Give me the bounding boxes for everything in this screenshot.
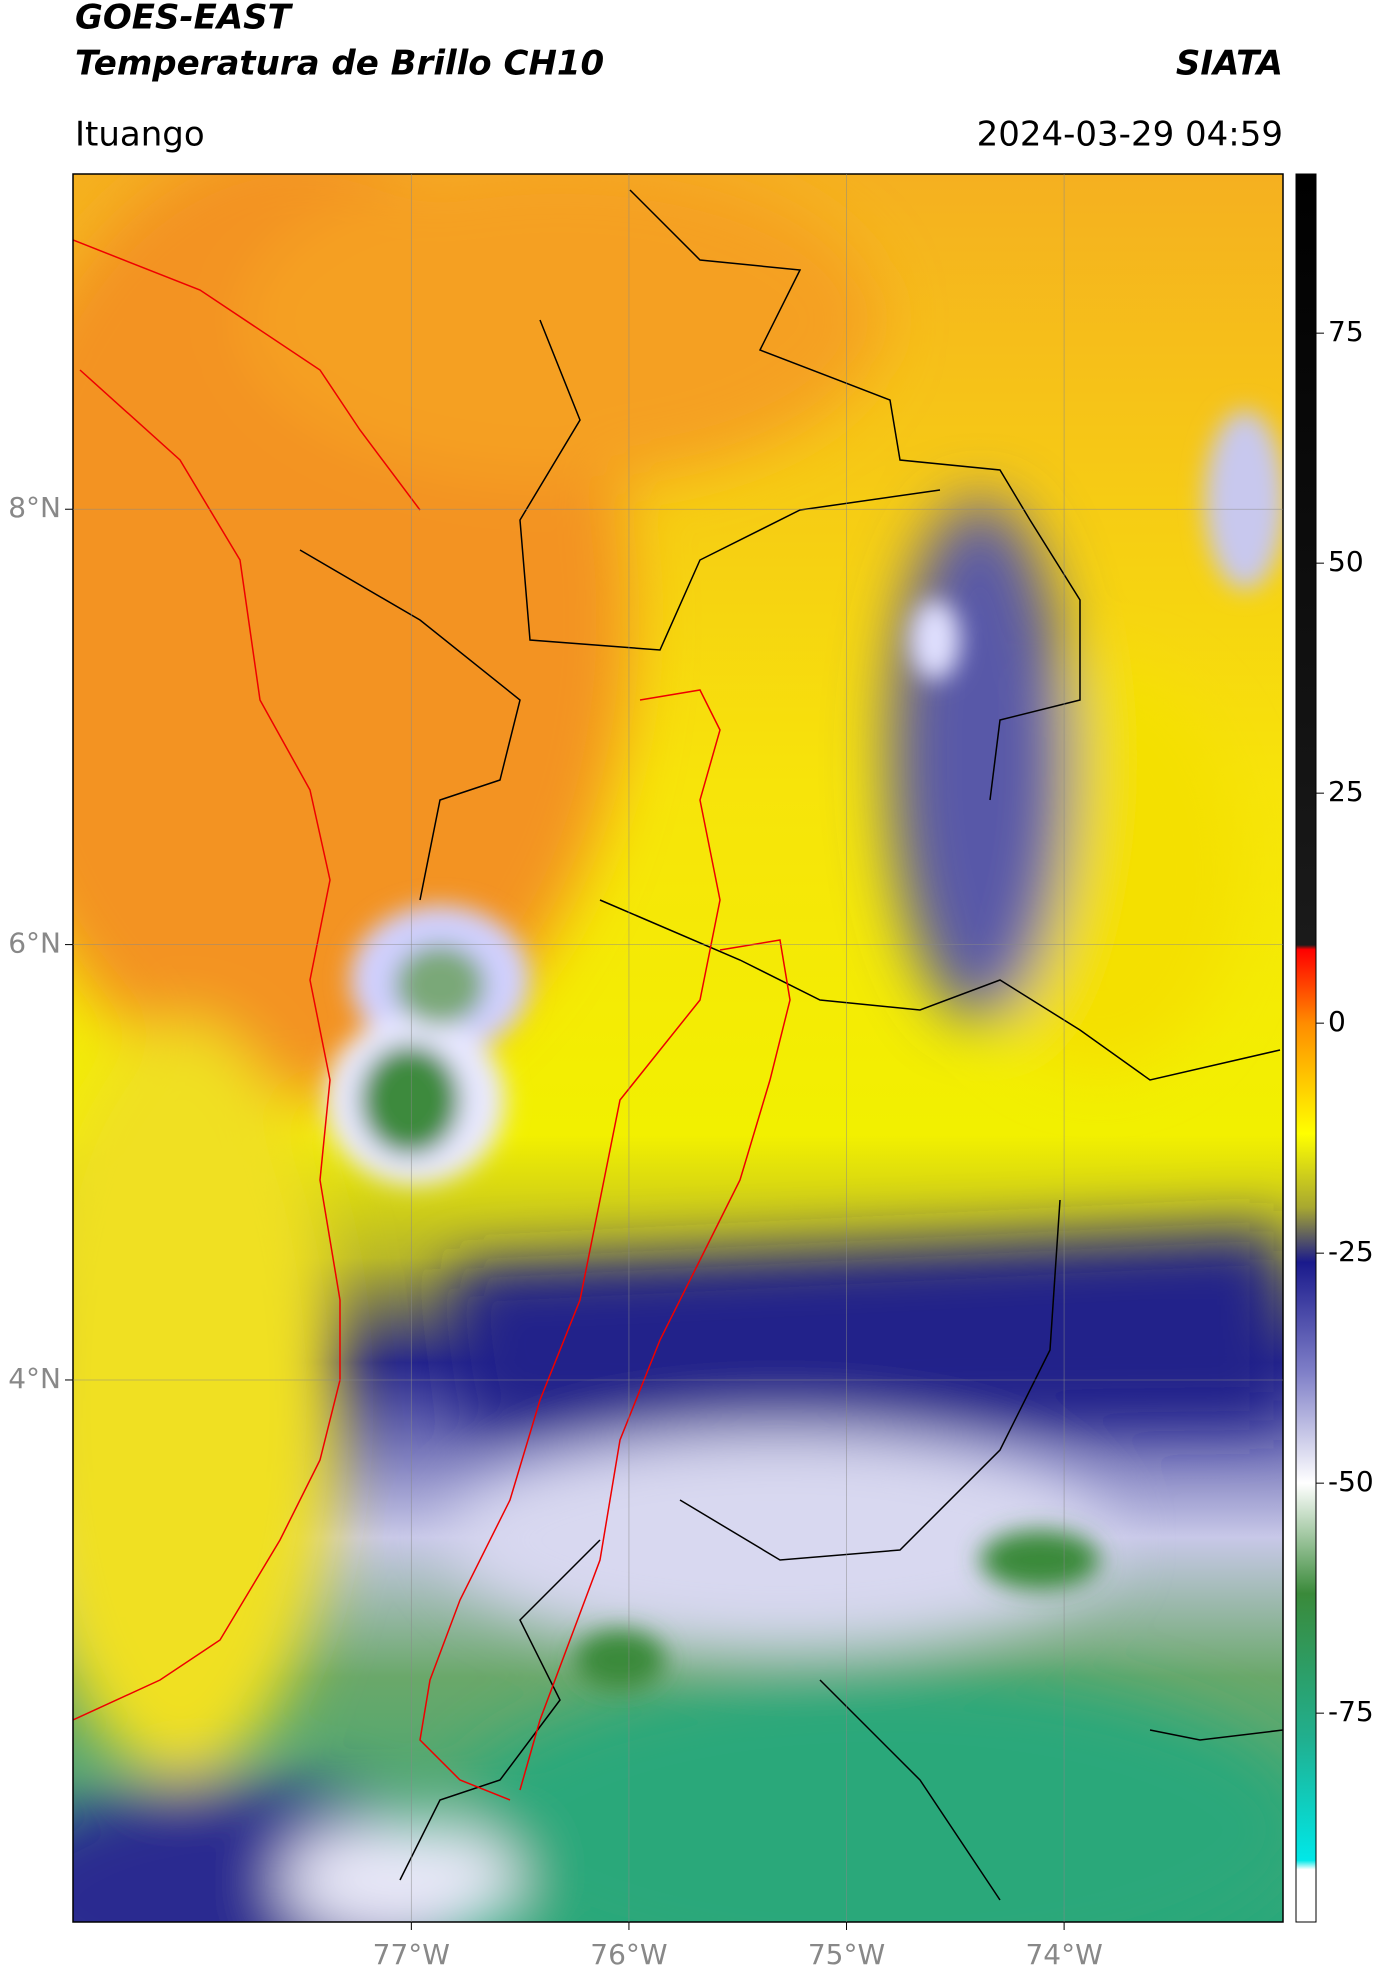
lat-tick-label: 6°N xyxy=(8,927,61,960)
lon-tick-label: 75°W xyxy=(808,1938,885,1971)
satellite-image xyxy=(73,174,1283,1922)
colorbar-tick-label: 25 xyxy=(1328,775,1364,808)
source: SIATA xyxy=(1176,44,1283,84)
lon-tick-label: 76°W xyxy=(590,1938,667,1971)
colorbar-tick-label: 75 xyxy=(1328,315,1364,348)
colorbar-tick-label: -50 xyxy=(1328,1465,1374,1498)
colorbar-tick-label: -75 xyxy=(1328,1695,1374,1728)
colorbar-tick-label: 50 xyxy=(1328,545,1364,578)
subtitle: Temperatura de Brillo CH10 xyxy=(75,44,604,84)
lon-tick-label: 77°W xyxy=(373,1938,450,1971)
colorbar-tick-label: 0 xyxy=(1328,1005,1346,1038)
lon-tick-label: 74°W xyxy=(1025,1938,1102,1971)
lat-tick-label: 4°N xyxy=(8,1362,61,1395)
datetime: 2024-03-29 04:59 xyxy=(977,115,1283,155)
map-frame xyxy=(72,173,1284,1923)
colorbar xyxy=(1295,173,1317,1923)
colorbar-tick-label: -25 xyxy=(1328,1235,1374,1268)
title: GOES-EAST xyxy=(75,0,294,38)
location: Ituango xyxy=(75,115,205,155)
lat-tick-label: 8°N xyxy=(8,491,61,524)
